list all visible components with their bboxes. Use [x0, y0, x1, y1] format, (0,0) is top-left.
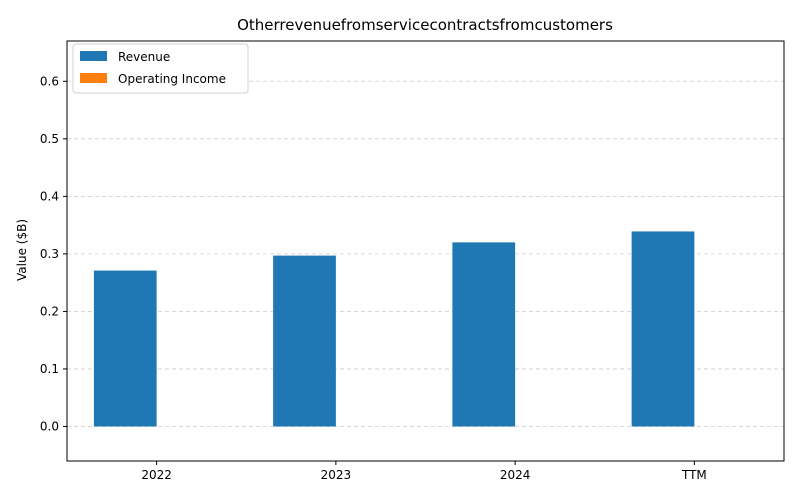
x-tick-label: TTM — [681, 468, 707, 482]
legend-box — [72, 43, 249, 94]
legend-label-0: Revenue — [118, 50, 170, 64]
y-tick-label: 0.6 — [40, 74, 59, 88]
y-tick-label: 0.1 — [40, 362, 59, 376]
bar-revenue-2023 — [273, 255, 336, 427]
y-tick-label: 0.4 — [40, 189, 59, 203]
y-axis: 0.0 0.1 0.2 0.3 0.4 0.5 0.6 — [40, 74, 67, 433]
plot-frame — [66, 40, 785, 462]
y-tick-label: 0.5 — [40, 132, 59, 146]
y-tick-label: 0.3 — [40, 247, 59, 261]
x-tick-label: 2024 — [500, 468, 531, 482]
legend: Revenue Operating Income — [72, 43, 249, 94]
x-axis: 2022 2023 2024 TTM — [141, 461, 707, 482]
legend-swatch-0 — [80, 51, 107, 61]
bar-revenue-2024 — [452, 242, 516, 427]
bar-revenue-ttm — [631, 231, 695, 427]
bars-group — [93, 231, 695, 427]
legend-swatch-1 — [80, 73, 107, 83]
y-tick-label: 0.2 — [40, 304, 59, 318]
chart-title: Otherrevenuefromservicecontractsfromcust… — [237, 16, 613, 34]
y-tick-label: 0.0 — [40, 419, 59, 433]
legend-label-1: Operating Income — [118, 72, 226, 86]
x-tick-label: 2023 — [321, 468, 352, 482]
x-tick-label: 2022 — [141, 468, 172, 482]
bar-revenue-2022 — [93, 270, 157, 427]
y-axis-label: Value ($B) — [15, 219, 29, 281]
